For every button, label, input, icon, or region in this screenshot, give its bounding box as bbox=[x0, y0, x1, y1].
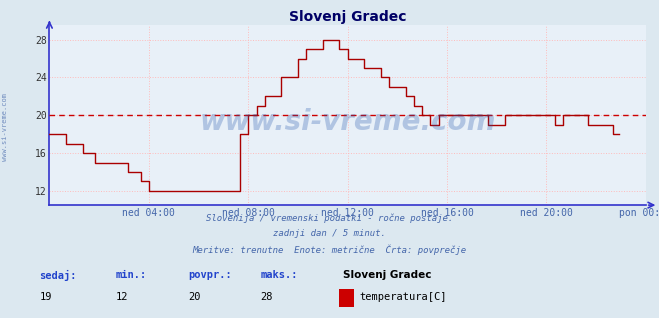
Text: min.:: min.: bbox=[115, 270, 146, 280]
Text: 20: 20 bbox=[188, 292, 200, 302]
Text: sedaj:: sedaj: bbox=[40, 270, 77, 280]
Text: 19: 19 bbox=[40, 292, 52, 302]
Text: www.si-vreme.com: www.si-vreme.com bbox=[2, 93, 9, 161]
Text: 12: 12 bbox=[116, 292, 128, 302]
Text: temperatura[C]: temperatura[C] bbox=[359, 292, 447, 302]
Text: www.si-vreme.com: www.si-vreme.com bbox=[200, 108, 496, 136]
Text: Slovenj Gradec: Slovenj Gradec bbox=[343, 270, 431, 280]
Text: zadnji dan / 5 minut.: zadnji dan / 5 minut. bbox=[273, 229, 386, 238]
Text: Slovenija / vremenski podatki - ročne postaje.: Slovenija / vremenski podatki - ročne po… bbox=[206, 213, 453, 223]
Text: Meritve: trenutne  Enote: metrične  Črta: povprečje: Meritve: trenutne Enote: metrične Črta: … bbox=[192, 244, 467, 255]
Text: maks.:: maks.: bbox=[260, 270, 298, 280]
Text: povpr.:: povpr.: bbox=[188, 270, 231, 280]
Text: 28: 28 bbox=[261, 292, 273, 302]
Title: Slovenj Gradec: Slovenj Gradec bbox=[289, 10, 407, 24]
